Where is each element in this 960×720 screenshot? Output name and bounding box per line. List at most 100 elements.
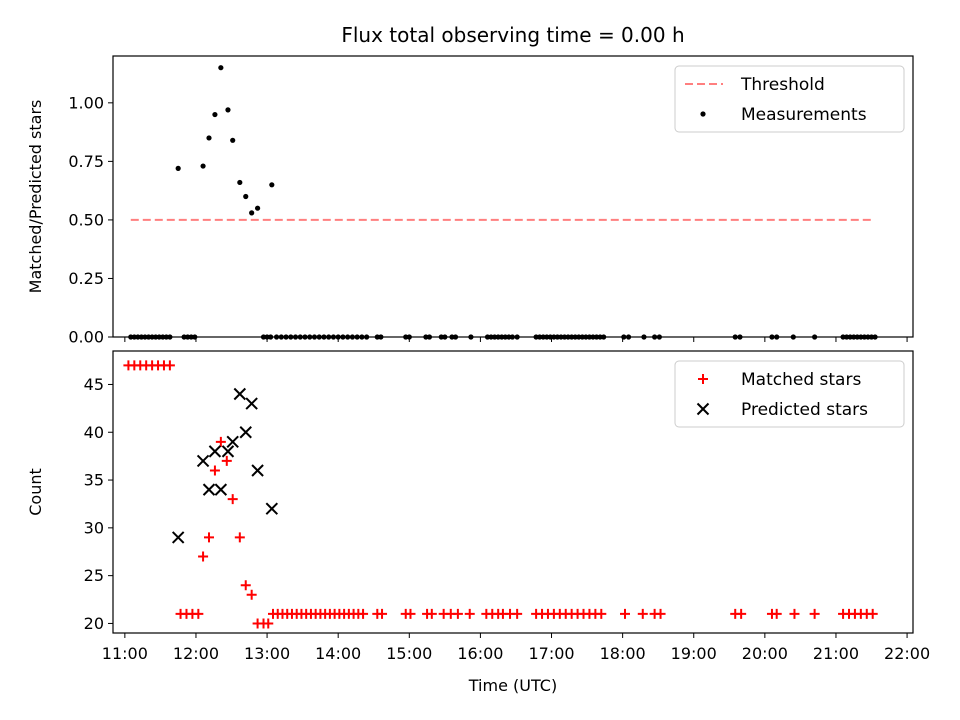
legend-entry-label: Threshold xyxy=(740,75,825,95)
measurement-point xyxy=(364,334,370,340)
matched-star-marker xyxy=(736,608,747,619)
measurement-point xyxy=(558,334,564,340)
legend-box xyxy=(674,360,905,428)
measurement-point xyxy=(554,334,561,340)
legend-box xyxy=(674,65,905,133)
matched-star-marker xyxy=(655,608,666,619)
measurement-point xyxy=(844,334,850,340)
measurement-point xyxy=(237,179,243,186)
measurement-point xyxy=(790,334,796,340)
measurement-point xyxy=(506,334,512,340)
measurement-point xyxy=(593,334,600,340)
measurement-point xyxy=(403,334,409,340)
matched-star-marker xyxy=(789,608,800,619)
predicted-star-marker xyxy=(208,445,222,458)
measurement-point xyxy=(537,334,543,340)
matched-star-marker xyxy=(198,551,209,562)
x-axis-label: Time (UTC) xyxy=(468,676,557,695)
measurement-point xyxy=(218,65,224,71)
measurement-point xyxy=(442,334,448,340)
matched-star-marker xyxy=(234,532,245,543)
measurement-point xyxy=(590,334,596,340)
measurement-point xyxy=(192,334,198,340)
measurement-point xyxy=(737,334,743,340)
measurement-point xyxy=(544,334,550,340)
y-tick-label: 0.75 xyxy=(68,152,104,171)
measurement-point xyxy=(230,137,236,143)
measurement-point xyxy=(540,334,546,340)
measurement-point xyxy=(514,334,520,340)
y-tick-label: 0.00 xyxy=(68,328,104,347)
measurement-point xyxy=(321,334,327,340)
measurement-point xyxy=(160,334,166,340)
measurement-point xyxy=(156,334,162,340)
measurement-point xyxy=(547,334,553,340)
measurement-point xyxy=(273,334,280,340)
matched-star-marker xyxy=(867,608,878,619)
measurement-point xyxy=(359,334,365,340)
measurement-point xyxy=(583,334,589,340)
matched-star-marker xyxy=(221,455,232,466)
x-tick-label: 21:00 xyxy=(813,644,859,663)
matched-star-marker xyxy=(637,608,648,619)
y-tick-label: 30 xyxy=(84,518,104,537)
measurement-point xyxy=(769,334,775,340)
measurement-point xyxy=(206,135,212,141)
measurement-point xyxy=(142,334,148,340)
x-tick-label: 11:00 xyxy=(102,644,148,663)
measurement-point xyxy=(423,334,429,340)
measurement-point xyxy=(499,334,505,340)
measurement-point xyxy=(586,334,593,340)
measurement-point xyxy=(576,334,582,340)
measurement-point xyxy=(732,334,738,340)
y-axis-label: Matched/Predicted stars xyxy=(26,100,45,294)
measurement-point xyxy=(330,334,337,340)
matched-star-marker xyxy=(596,608,607,619)
measurement-point xyxy=(625,334,632,340)
measurement-point xyxy=(138,334,145,340)
measurement-point xyxy=(858,334,864,340)
measurement-point xyxy=(812,334,818,340)
measurement-point xyxy=(278,334,284,340)
y-axis-label: Count xyxy=(26,468,45,516)
measurement-point xyxy=(840,334,846,340)
y-tick-label: 40 xyxy=(84,423,104,442)
y-tick-label: 0.25 xyxy=(68,269,104,288)
predicted-star-marker xyxy=(245,397,258,410)
measurement-point xyxy=(449,334,455,340)
measurement-point xyxy=(502,334,508,340)
x-tick-label: 22:00 xyxy=(884,644,930,663)
predicted-star-marker xyxy=(233,387,247,401)
matched-star-marker xyxy=(809,608,820,619)
legend-predicted-swatch xyxy=(696,402,710,416)
matched-star-marker xyxy=(227,494,238,505)
measurement-point xyxy=(153,334,159,340)
measurement-point xyxy=(872,334,878,340)
x-tick-label: 15:00 xyxy=(386,644,432,663)
predicted-star-marker xyxy=(265,502,279,515)
legend-matched-swatch xyxy=(698,374,708,384)
measurement-point xyxy=(175,165,181,171)
measurement-point xyxy=(452,334,459,340)
x-tick-label: 19:00 xyxy=(671,644,717,663)
measurement-point xyxy=(131,334,137,340)
measurement-point xyxy=(572,334,578,340)
measurement-point xyxy=(335,334,341,340)
measurement-point xyxy=(288,334,294,340)
measurement-point xyxy=(561,334,568,340)
measurement-point xyxy=(145,334,152,340)
x-tick-label: 14:00 xyxy=(315,644,361,663)
measurement-point xyxy=(438,334,444,340)
measurement-point xyxy=(212,111,218,118)
measurement-point xyxy=(495,334,501,340)
matched-star-marker xyxy=(240,580,251,591)
measurement-point xyxy=(406,334,412,340)
measurement-point xyxy=(163,334,169,340)
measurement-point xyxy=(260,334,267,340)
y-tick-label: 35 xyxy=(84,471,104,490)
measurement-point xyxy=(249,210,255,216)
measurement-point xyxy=(579,334,585,340)
measurement-point xyxy=(349,334,356,340)
measurement-point xyxy=(354,334,360,340)
y-tick-label: 0.50 xyxy=(68,210,104,229)
